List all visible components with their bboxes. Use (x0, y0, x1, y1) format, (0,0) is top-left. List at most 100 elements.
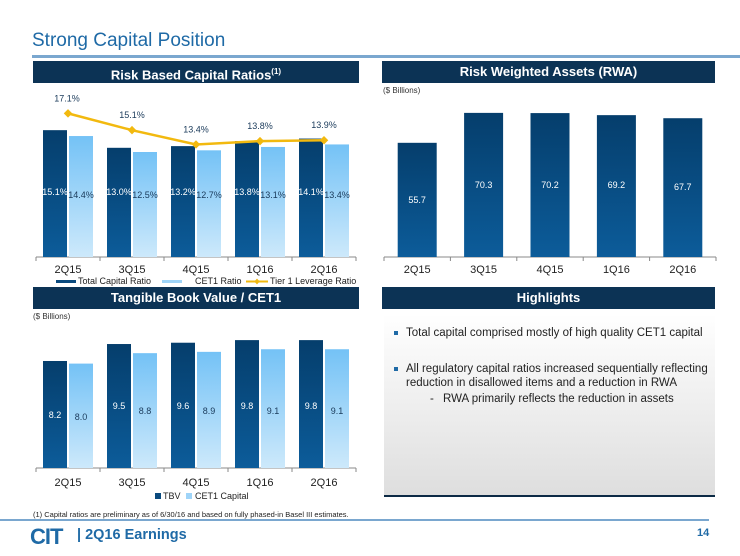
x-tick-label: 2Q15 (404, 264, 431, 276)
tier1-leverage-label: 15.1% (119, 110, 145, 120)
page-title: Strong Capital Position (32, 30, 226, 51)
cet1-label: 13.4% (324, 190, 350, 200)
x-tick-label: 2Q16 (669, 264, 696, 276)
highlights-box (384, 314, 715, 497)
total-capital-label: 13.0% (106, 187, 132, 197)
total-capital-bar (235, 141, 259, 257)
total-capital-label: 15.1% (42, 187, 68, 197)
total-capital-bar (171, 146, 195, 257)
cet1-capital-value-label: 8.0 (75, 412, 88, 422)
rwa-bar (397, 142, 437, 257)
tier1-leverage-label: 13.9% (311, 120, 337, 130)
highlight-item-cont: reduction in disallowed items and a redu… (406, 377, 678, 389)
tbv-value-label: 8.2 (49, 410, 62, 420)
legend-swatch-cet1-capital (186, 493, 192, 499)
rwa-bar (464, 112, 504, 257)
tbv-bar (235, 340, 259, 468)
footer-rule (0, 519, 709, 521)
legend-label-tbv: TBV (163, 491, 181, 501)
total-capital-bar (107, 147, 131, 257)
cet1-capital-bar (69, 363, 93, 468)
tbv-chart: 2Q15 3Q15 4Q15 1Q16 2Q16 8.2 8.0 9.5 8.8 9.6 8.9 9.… (35, 340, 357, 501)
cet1-bar (69, 136, 93, 257)
footnote-ref: (1) (271, 67, 282, 76)
cet1-label: 14.4% (68, 190, 94, 200)
tbv-bar (171, 342, 195, 468)
rwa-unit-label: ($ Billions) (383, 86, 421, 95)
x-tick-label: 2Q16 (311, 477, 338, 489)
x-tick-label: 1Q16 (247, 477, 274, 489)
tbv-unit-label: ($ Billions) (33, 312, 71, 321)
tier1-leverage-label: 13.8% (247, 121, 273, 131)
tbv-bar (299, 340, 323, 468)
total-capital-label: 13.2% (170, 187, 196, 197)
legend-swatch-cet1 (162, 280, 182, 283)
rwa-value-label: 70.3 (475, 180, 493, 190)
cet1-capital-bar (197, 351, 221, 468)
x-tick-label: 1Q16 (603, 264, 630, 276)
legend-label-cet1-capital: CET1 Capital (195, 491, 249, 501)
title-rule (32, 55, 740, 58)
highlight-item: Total capital comprised mostly of high q… (406, 327, 703, 339)
highlight-sub-item: RWA primarily reflects the reduction in … (443, 393, 674, 405)
sub-bullet-dash: - (430, 393, 434, 405)
cet1-bar (133, 152, 157, 257)
tier1-leverage-label: 17.1% (54, 93, 80, 103)
tier1-leverage-marker (319, 135, 329, 145)
x-tick-label: 2Q16 (311, 264, 338, 276)
page-number: 14 (697, 527, 710, 539)
tbv-bar (43, 360, 67, 468)
rwa-bar (663, 118, 703, 257)
tbv-value-label: 9.6 (177, 401, 190, 411)
cet1-label: 13.1% (260, 190, 286, 200)
total-capital-label: 13.8% (234, 187, 260, 197)
tbv-value-label: 9.8 (305, 401, 318, 411)
x-tick-label: 2Q15 (55, 477, 82, 489)
cet1-capital-value-label: 9.1 (267, 406, 280, 416)
cet1-capital-value-label: 8.9 (203, 406, 216, 416)
tbv-value-label: 9.8 (241, 401, 254, 411)
cet1-capital-bar (133, 353, 157, 468)
tbv-value-label: 9.5 (113, 401, 126, 411)
legend-swatch-tbv (155, 493, 161, 499)
legend-swatch-tier1-marker (254, 278, 260, 285)
cet1-capital-bar (261, 349, 285, 468)
x-tick-label: 3Q15 (119, 477, 146, 489)
x-tick-label: 3Q15 (119, 264, 146, 276)
legend-label-cet1: CET1 Ratio (195, 276, 242, 286)
total-capital-label: 14.1% (298, 187, 324, 197)
tier1-leverage-marker (255, 136, 265, 146)
tier1-leverage-marker (127, 125, 137, 135)
bullet-icon (394, 367, 398, 371)
rwa-bar (596, 115, 636, 257)
x-tick-label: 4Q15 (537, 264, 564, 276)
legend-label-total-capital: Total Capital Ratio (78, 276, 151, 286)
tbv-header: Tangible Book Value / CET1 (33, 287, 359, 309)
x-tick-label: 2Q15 (55, 264, 82, 276)
x-tick-label: 4Q15 (183, 264, 210, 276)
x-tick-label: 3Q15 (470, 264, 497, 276)
rwa-chart: 2Q15 3Q15 4Q15 1Q16 2Q16 55.7 70.3 70.2 69.2 67.7 (383, 112, 717, 276)
total-capital-bar (43, 130, 67, 257)
cet1-bar (197, 150, 221, 257)
cet1-bar (325, 144, 349, 257)
tier1-leverage-marker (191, 140, 201, 149)
x-tick-label: 4Q15 (183, 477, 210, 489)
cet1-capital-value-label: 9.1 (331, 406, 344, 416)
cet1-label: 12.5% (132, 190, 158, 200)
cet1-capital-value-label: 8.8 (139, 406, 152, 416)
highlights-header: Highlights (382, 287, 715, 309)
cet1-bar (261, 146, 285, 257)
legend-label-tier1: Tier 1 Leverage Ratio (270, 276, 356, 286)
cit-logo: CIT (30, 524, 63, 549)
cet1-capital-bar (325, 349, 349, 468)
tier1-leverage-marker (63, 109, 73, 118)
total-capital-bar (299, 138, 323, 257)
rwa-header: Risk Weighted Assets (RWA) (382, 61, 715, 83)
bullet-icon (394, 331, 398, 335)
rwa-value-label: 70.2 (541, 180, 559, 190)
highlight-item: All regulatory capital ratios increased … (406, 363, 708, 375)
rwa-value-label: 55.7 (408, 195, 426, 205)
